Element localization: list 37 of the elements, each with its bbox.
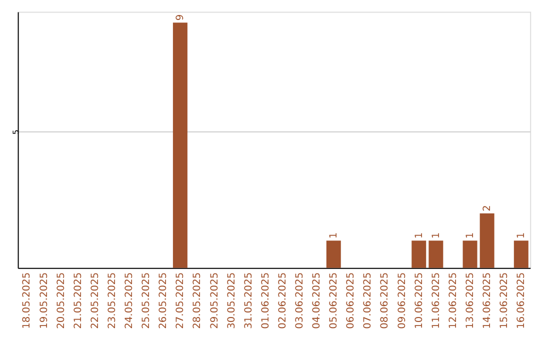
x-tick-label: 25.05.2025 xyxy=(141,272,152,329)
x-tick-label: 08.06.2025 xyxy=(380,272,391,329)
data-label: 1 xyxy=(516,232,528,239)
x-tick-label: 01.06.2025 xyxy=(260,272,272,329)
x-tick-label: 22.05.2025 xyxy=(90,272,101,329)
data-label: 1 xyxy=(414,232,425,239)
x-tick-label: 28.05.2025 xyxy=(192,272,204,329)
x-tick-label: 18.05.2025 xyxy=(22,272,33,329)
x-tick-label: 10.06.2025 xyxy=(414,272,425,329)
x-tick-label: 12.06.2025 xyxy=(448,272,459,329)
x-tick-label: 03.06.2025 xyxy=(294,272,306,329)
x-tick-label: 24.05.2025 xyxy=(124,272,136,329)
x-tick-label: 30.05.2025 xyxy=(226,272,238,329)
x-tick-label: 20.05.2025 xyxy=(56,272,67,329)
x-tick-label: 21.05.2025 xyxy=(72,272,84,329)
x-tick-label: 13.06.2025 xyxy=(464,272,476,329)
data-label: 1 xyxy=(328,232,340,239)
x-tick-label: 14.06.2025 xyxy=(482,272,494,329)
x-tick-label: 05.06.2025 xyxy=(328,272,340,329)
data-label: 2 xyxy=(482,205,494,212)
x-tick-label: 27.05.2025 xyxy=(175,272,186,329)
x-tick-label: 06.06.2025 xyxy=(346,272,357,329)
x-tick-label: 19.05.2025 xyxy=(38,272,50,329)
x-tick-label: 15.06.2025 xyxy=(499,272,510,329)
x-tick-label: 23.05.2025 xyxy=(106,272,118,329)
data-label: 1 xyxy=(464,232,476,239)
x-tick-label: 16.06.2025 xyxy=(516,272,528,329)
data-label: 9 xyxy=(175,14,186,21)
x-tick-label: 02.06.2025 xyxy=(277,272,288,329)
x-tick-label: 07.06.2025 xyxy=(362,272,374,329)
x-tick-label: 09.06.2025 xyxy=(396,272,408,329)
x-tick-label: 11.06.2025 xyxy=(430,272,442,329)
data-label: 1 xyxy=(430,232,442,239)
x-tick-label: 26.05.2025 xyxy=(158,272,170,329)
x-tick-label: 29.05.2025 xyxy=(209,272,220,329)
x-tick-label: 31.05.2025 xyxy=(243,272,254,329)
x-tick-label: 04.06.2025 xyxy=(312,272,323,329)
